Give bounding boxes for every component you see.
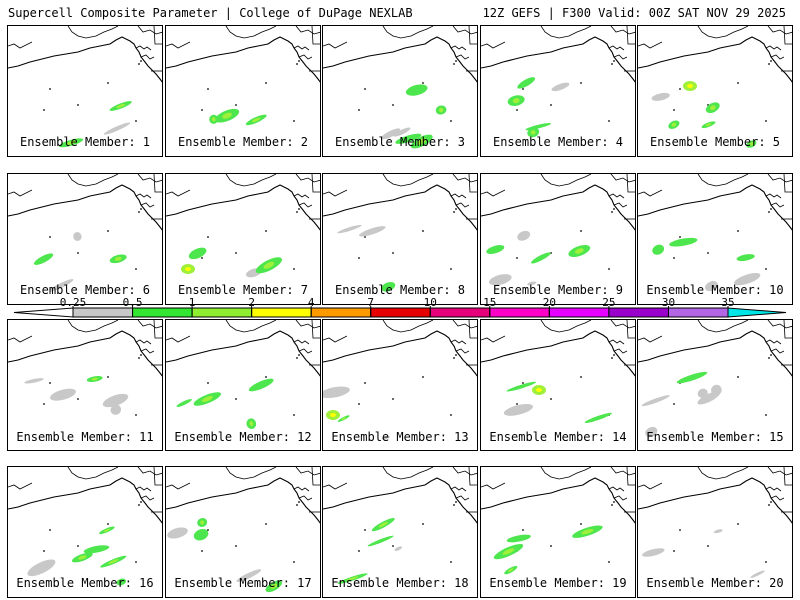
legend-high-arrow — [727, 307, 787, 318]
legend-tick-label: 30 — [662, 296, 675, 309]
ensemble-map-panel — [322, 466, 478, 598]
legend-tick-label: 25 — [602, 296, 615, 309]
legend-tick-label: 1 — [189, 296, 196, 309]
legend-low-arrow — [13, 307, 74, 318]
ensemble-member-label: Ensemble Member: 6 — [19, 283, 151, 297]
ensemble-map-panel — [7, 25, 163, 157]
ensemble-map-panel — [322, 319, 478, 451]
legend-color-bin — [370, 307, 431, 318]
ensemble-member-label: Ensemble Member: 18 — [331, 576, 469, 590]
legend-tick-label: 20 — [543, 296, 556, 309]
ensemble-member-label: Ensemble Member: 10 — [646, 283, 784, 297]
ensemble-map-panel — [7, 319, 163, 451]
ensemble-member-label: Ensemble Member: 19 — [489, 576, 627, 590]
ensemble-member-label: Ensemble Member: 20 — [646, 576, 784, 590]
ensemble-member-label: Ensemble Member: 4 — [492, 135, 624, 149]
legend-color-bin — [429, 307, 491, 318]
legend-tick-label: 7 — [367, 296, 374, 309]
ensemble-map-panel — [637, 173, 793, 305]
ensemble-member-label: Ensemble Member: 5 — [649, 135, 781, 149]
ensemble-map-panel — [165, 173, 321, 305]
ensemble-member-label: Ensemble Member: 9 — [492, 283, 624, 297]
ensemble-map-panel — [322, 173, 478, 305]
run-valid-time: 12Z GEFS | F300 Valid: 00Z SAT NOV 29 20… — [482, 6, 786, 20]
legend-color-bin — [489, 307, 550, 318]
legend-color-bin — [251, 307, 312, 318]
legend-tick-label: 15 — [483, 296, 496, 309]
ensemble-map-panel — [165, 466, 321, 598]
ensemble-member-label: Ensemble Member: 11 — [16, 430, 154, 444]
ensemble-map-panel — [7, 466, 163, 598]
ensemble-map-panel — [480, 173, 636, 305]
ensemble-member-label: Ensemble Member: 16 — [16, 576, 154, 590]
legend-color-bin — [132, 307, 193, 318]
ensemble-member-label: Ensemble Member: 12 — [174, 430, 312, 444]
ensemble-member-label: Ensemble Member: 1 — [19, 135, 151, 149]
legend-color-bin — [667, 307, 729, 318]
legend-color-bin — [608, 307, 669, 318]
ensemble-map-panel — [480, 466, 636, 598]
ensemble-member-label: Ensemble Member: 14 — [489, 430, 627, 444]
legend-color-bin — [548, 307, 610, 318]
ensemble-map-panel — [480, 319, 636, 451]
ensemble-map-panel — [637, 25, 793, 157]
legend-tick-label: 35 — [721, 296, 734, 309]
page-title: Supercell Composite Parameter | College … — [8, 6, 413, 20]
ensemble-map-panel — [322, 25, 478, 157]
legend-tick-label: 0.5 — [123, 296, 143, 309]
legend-tick-label: 4 — [308, 296, 315, 309]
ensemble-map-panel — [165, 319, 321, 451]
ensemble-member-label: Ensemble Member: 3 — [334, 135, 466, 149]
ensemble-member-label: Ensemble Member: 8 — [334, 283, 466, 297]
ensemble-member-label: Ensemble Member: 13 — [331, 430, 469, 444]
legend-tick-label: 10 — [424, 296, 437, 309]
legend-color-bin — [72, 307, 134, 318]
ensemble-map-panel — [637, 466, 793, 598]
color-legend: 0.25 0.5 1 2 4 7 10 15 20 25 30 35 — [13, 296, 787, 318]
legend-color-bin — [191, 307, 253, 318]
ensemble-map-panel — [165, 25, 321, 157]
legend-color-bin — [310, 307, 372, 318]
legend-tick-label: 0.25 — [60, 296, 87, 309]
ensemble-map-panel — [480, 25, 636, 157]
ensemble-member-label: Ensemble Member: 2 — [177, 135, 309, 149]
ensemble-member-label: Ensemble Member: 15 — [646, 430, 784, 444]
legend-tick-label: 2 — [248, 296, 255, 309]
ensemble-map-panel — [7, 173, 163, 305]
ensemble-member-label: Ensemble Member: 7 — [177, 283, 309, 297]
ensemble-member-label: Ensemble Member: 17 — [174, 576, 312, 590]
ensemble-map-panel — [637, 319, 793, 451]
